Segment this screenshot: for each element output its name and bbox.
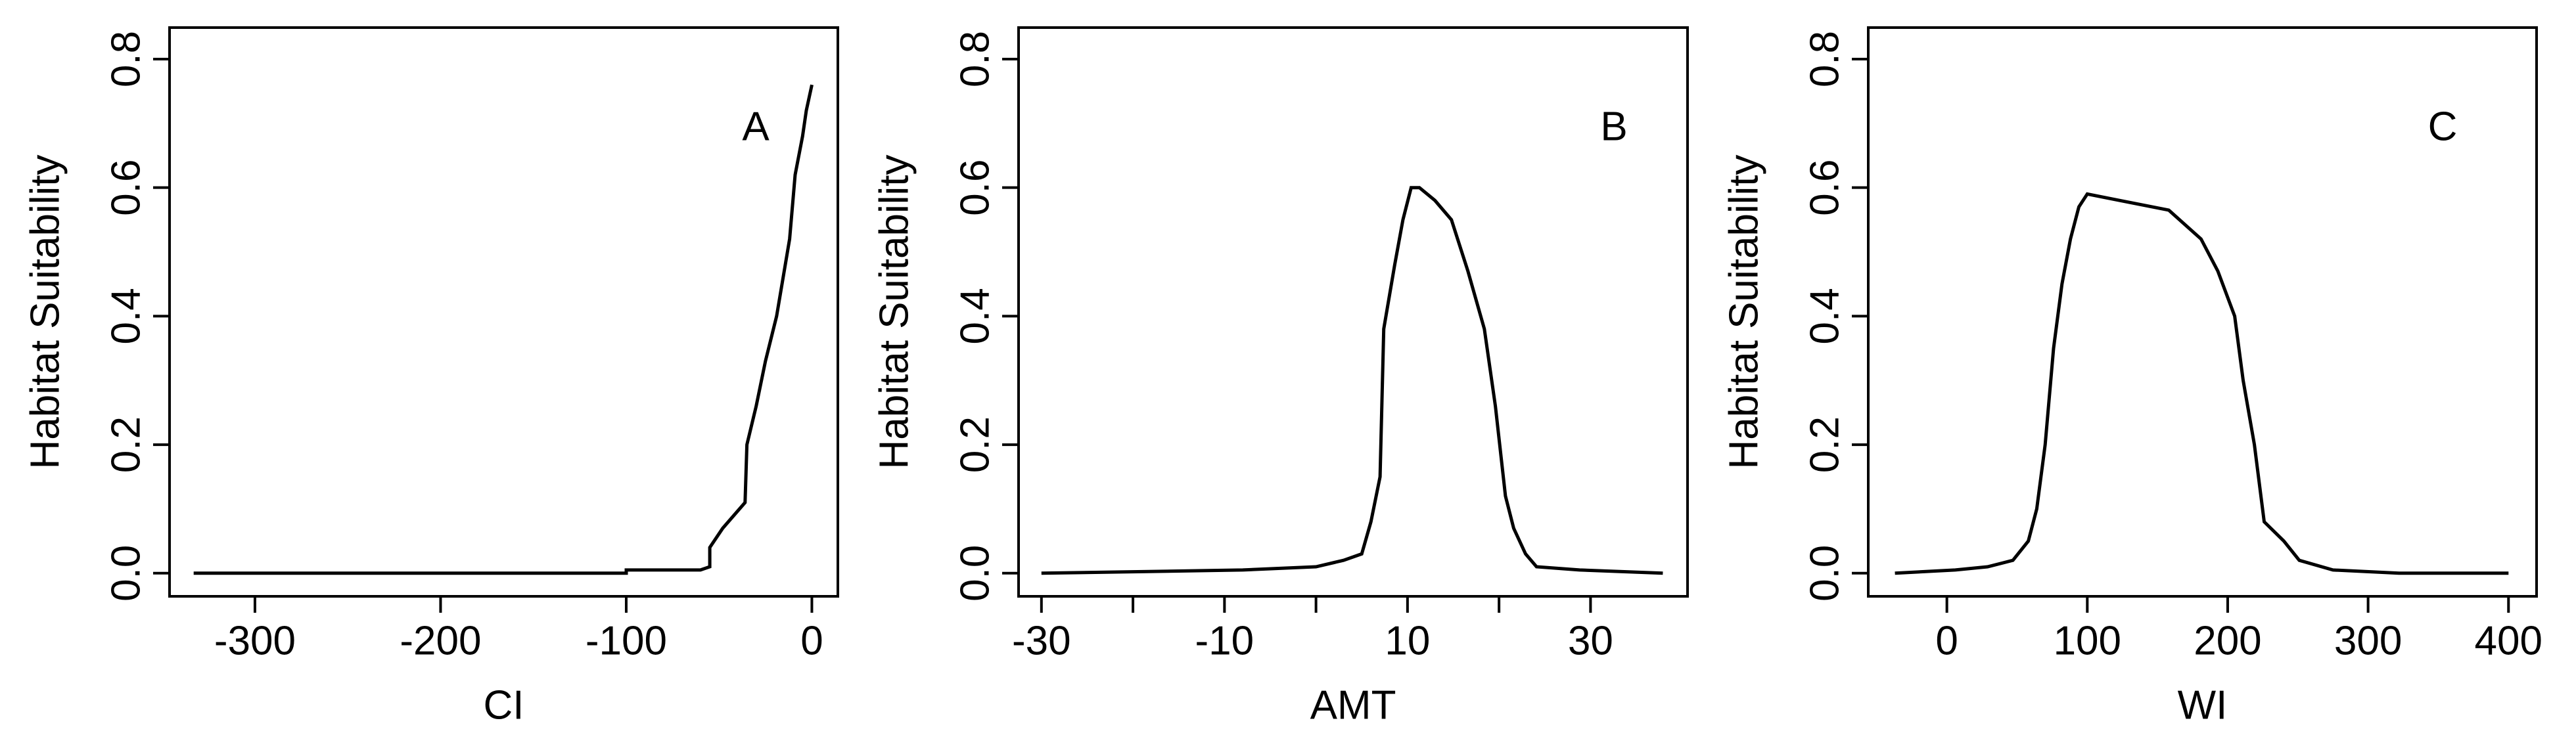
x-tick-label: 0 xyxy=(800,618,823,663)
x-axis-label: WI xyxy=(2178,682,2228,728)
x-tick-label: 0 xyxy=(1935,618,1958,663)
x-axis-label: AMT xyxy=(1310,682,1396,728)
x-tick-label: 200 xyxy=(2194,618,2261,663)
panel-annotation: B xyxy=(1600,104,1627,149)
y-tick-label: 0.8 xyxy=(1802,31,1847,87)
response-curve xyxy=(193,84,814,575)
y-tick-label: 0.0 xyxy=(103,545,149,602)
x-tick-label: -30 xyxy=(1012,618,1071,663)
y-tick-label: 0.2 xyxy=(952,416,998,473)
y-tick-label: 0.2 xyxy=(103,416,149,473)
panel: 0.0 0.2 0.4 0.6 0.8 -30 -10 10 30 AMT Habitat Suit… xyxy=(871,26,1689,728)
y-tick-label: 0.0 xyxy=(952,545,998,602)
y-tick-label: 0.4 xyxy=(103,288,149,344)
plot-frame xyxy=(168,26,839,598)
x-axis-label: CI xyxy=(484,682,524,728)
plot-frame xyxy=(1017,26,1689,598)
x-tick-label: 300 xyxy=(2334,618,2402,663)
panel: 0.0 0.2 0.4 0.6 0.8 0 100 200 300 400 WI Habitat Su… xyxy=(1721,26,2542,728)
response-curve xyxy=(1041,186,1663,575)
y-tick-label: 0.8 xyxy=(952,31,998,87)
panel: 0.0 0.2 0.4 0.6 0.8 -300 -200 -100 0 CI Habitat Su… xyxy=(22,26,839,728)
x-tick-label: -200 xyxy=(400,618,481,663)
x-tick-label: 400 xyxy=(2475,618,2542,663)
y-axis-label: Habitat Suitability xyxy=(22,154,68,469)
y-tick-label: 0.6 xyxy=(103,160,149,216)
x-tick-label: -300 xyxy=(214,618,296,663)
panel-annotation: A xyxy=(742,104,770,149)
response-curve xyxy=(1895,192,2509,575)
plot-frame xyxy=(1867,26,2538,598)
x-tick-label: 100 xyxy=(2054,618,2121,663)
y-tick-label: 0.4 xyxy=(952,288,998,344)
y-tick-label: 0.2 xyxy=(1802,416,1847,473)
y-tick-label: 0.8 xyxy=(103,31,149,87)
y-tick-label: 0.4 xyxy=(1802,288,1847,344)
x-tick-label: 10 xyxy=(1385,618,1430,663)
y-axis-label: Habitat Suitability xyxy=(871,154,917,469)
y-tick-label: 0.6 xyxy=(1802,160,1847,216)
x-tick-label: -10 xyxy=(1195,618,1254,663)
y-axis-label: Habitat Suitability xyxy=(1721,154,1766,469)
x-tick-label: 30 xyxy=(1568,618,1613,663)
x-tick-label: -100 xyxy=(586,618,667,663)
y-tick-label: 0.6 xyxy=(952,160,998,216)
y-tick-label: 0.0 xyxy=(1802,545,1847,602)
panel-annotation: C xyxy=(2428,104,2458,149)
